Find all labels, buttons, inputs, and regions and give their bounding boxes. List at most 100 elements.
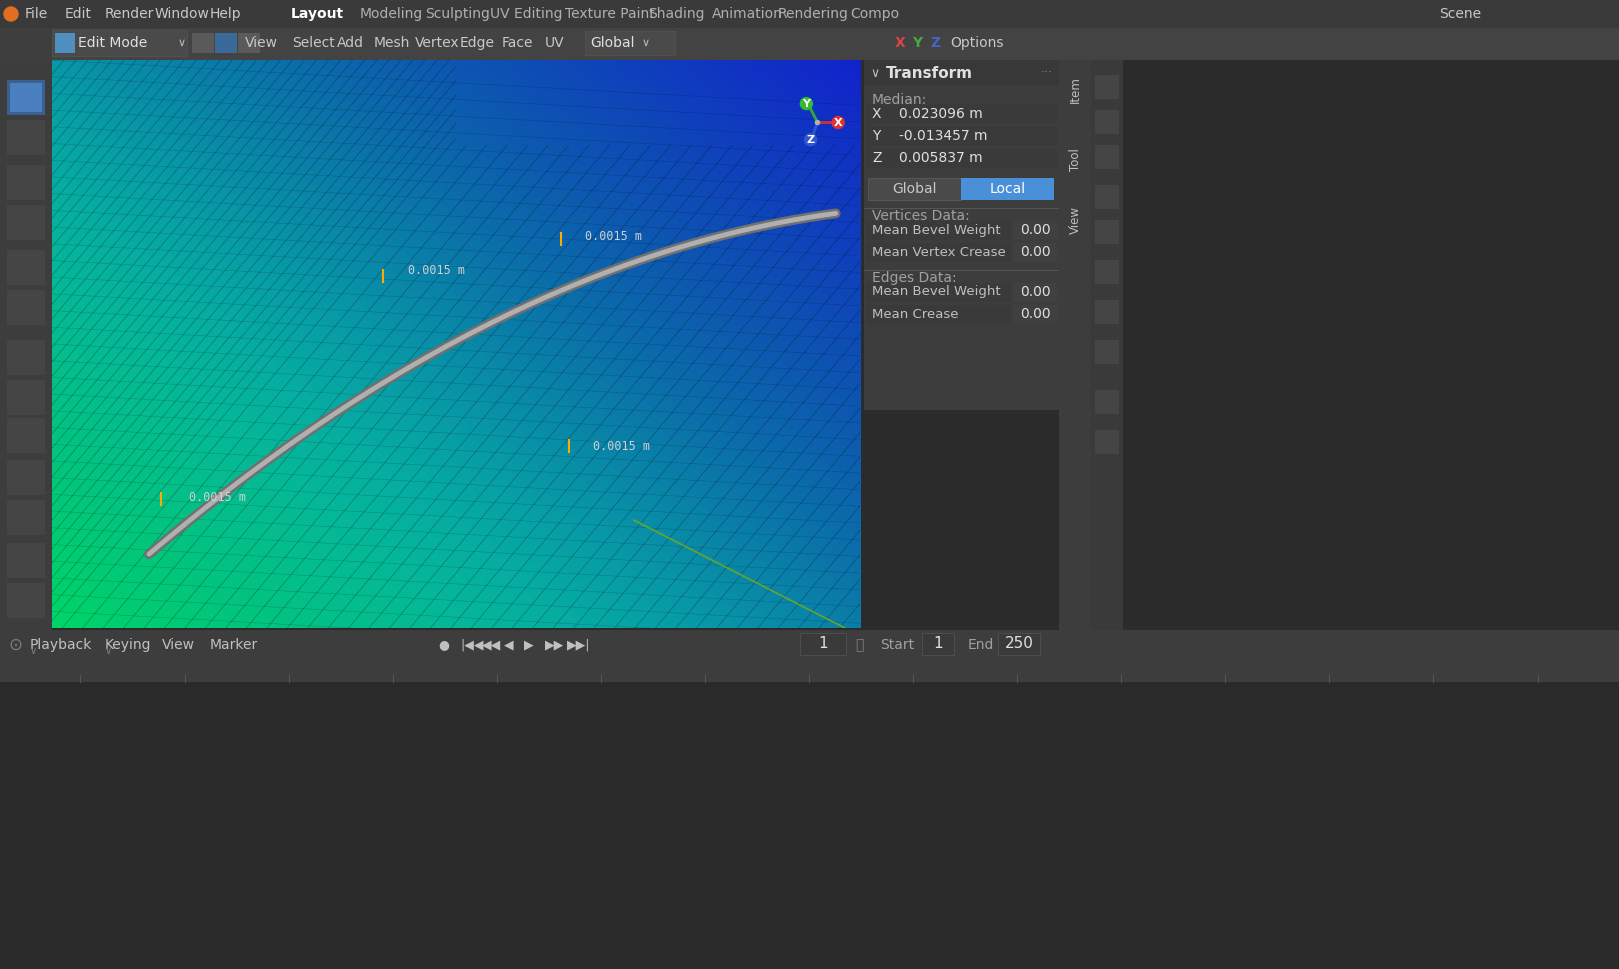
Bar — [6, 250, 45, 285]
Bar — [6, 460, 45, 495]
Text: 0.005837 m: 0.005837 m — [899, 151, 983, 165]
Bar — [6, 340, 45, 375]
Bar — [0, 0, 23, 28]
Bar — [1094, 340, 1119, 364]
Bar — [865, 60, 1059, 86]
Text: End: End — [968, 638, 994, 652]
Bar — [55, 33, 74, 53]
Text: Modeling: Modeling — [359, 7, 423, 21]
Text: 250: 250 — [1004, 637, 1033, 651]
Bar — [1094, 220, 1119, 244]
Bar — [1013, 221, 1057, 240]
Bar — [1013, 305, 1057, 324]
Bar — [866, 104, 1057, 124]
Bar — [0, 28, 52, 60]
Bar — [818, 150, 850, 176]
Text: Z: Z — [873, 151, 881, 165]
Text: (1) Cylinder.005: (1) Cylinder.005 — [78, 82, 189, 96]
Text: Select: Select — [291, 36, 335, 50]
Text: Window: Window — [155, 7, 210, 21]
Text: UV: UV — [546, 36, 565, 50]
Bar — [0, 660, 1619, 969]
Text: Edit: Edit — [65, 7, 92, 21]
Bar — [0, 60, 52, 632]
Text: Texture Paint: Texture Paint — [565, 7, 654, 21]
Text: Edit Mode: Edit Mode — [78, 36, 147, 50]
Bar — [193, 33, 214, 53]
Text: 0.0015 m: 0.0015 m — [586, 230, 643, 242]
Bar — [238, 33, 261, 53]
Text: Help: Help — [210, 7, 241, 21]
Text: View: View — [1069, 206, 1081, 234]
Text: Playback: Playback — [31, 638, 92, 652]
Text: X: X — [873, 107, 881, 121]
Text: Options: Options — [950, 36, 1004, 50]
Bar — [921, 633, 954, 655]
Bar — [6, 380, 45, 415]
Text: Y: Y — [873, 129, 881, 143]
Bar — [6, 543, 45, 578]
Text: Face: Face — [502, 36, 534, 50]
Bar — [1094, 390, 1119, 414]
Text: Rendering: Rendering — [779, 7, 848, 21]
Text: Global: Global — [589, 36, 635, 50]
Text: Scene: Scene — [1439, 7, 1481, 21]
Bar — [0, 660, 1619, 682]
Text: Item: Item — [1069, 77, 1081, 104]
Text: User Perspective: User Perspective — [78, 68, 194, 82]
Text: ∨: ∨ — [105, 646, 112, 656]
Text: Edge: Edge — [460, 36, 495, 50]
Bar — [1094, 75, 1119, 99]
Text: 1: 1 — [933, 637, 942, 651]
Text: ∨: ∨ — [643, 38, 651, 48]
Text: ···: ··· — [1041, 67, 1052, 79]
Text: Sculpting: Sculpting — [426, 7, 491, 21]
Circle shape — [3, 7, 18, 21]
Bar — [818, 215, 850, 241]
Text: Add: Add — [337, 36, 364, 50]
Text: Z: Z — [806, 135, 814, 144]
Bar — [52, 60, 860, 82]
Bar — [6, 583, 45, 618]
Text: ▶▶: ▶▶ — [546, 639, 565, 651]
Text: X: X — [834, 117, 842, 128]
Bar — [866, 283, 1010, 302]
Bar — [997, 633, 1039, 655]
Text: ∨: ∨ — [869, 67, 879, 79]
Text: View: View — [162, 638, 194, 652]
Text: ∨: ∨ — [31, 646, 37, 656]
Text: 1: 1 — [818, 637, 827, 651]
Bar — [866, 221, 1010, 240]
Text: View: View — [244, 36, 278, 50]
Text: -0.013457 m: -0.013457 m — [899, 129, 988, 143]
Text: ∨: ∨ — [178, 38, 186, 48]
Text: Z: Z — [929, 36, 941, 50]
Bar — [6, 500, 45, 535]
Text: Mesh: Mesh — [374, 36, 410, 50]
Text: Keying: Keying — [105, 638, 152, 652]
Text: ▶: ▶ — [525, 639, 534, 651]
Bar — [1094, 145, 1119, 169]
Bar — [6, 120, 45, 155]
Bar — [1094, 260, 1119, 284]
Bar — [0, 0, 1619, 28]
Text: Start: Start — [881, 638, 915, 652]
Bar — [6, 165, 45, 200]
Bar — [865, 60, 1059, 410]
Bar — [6, 290, 45, 325]
Text: Animation: Animation — [712, 7, 784, 21]
Text: Render: Render — [105, 7, 154, 21]
Text: 0.00: 0.00 — [1020, 223, 1051, 237]
Text: Vertices Data:: Vertices Data: — [873, 209, 970, 223]
Text: ◀: ◀ — [504, 639, 513, 651]
Text: ◀◀: ◀◀ — [482, 639, 502, 651]
Bar — [0, 28, 1619, 60]
Bar — [868, 178, 962, 200]
Bar — [866, 243, 1010, 262]
Text: |◀◀: |◀◀ — [460, 639, 484, 651]
Text: ●: ● — [439, 639, 448, 651]
Bar — [283, 0, 342, 28]
Bar — [215, 33, 236, 53]
Text: Vertex: Vertex — [414, 36, 460, 50]
Text: File: File — [24, 7, 49, 21]
